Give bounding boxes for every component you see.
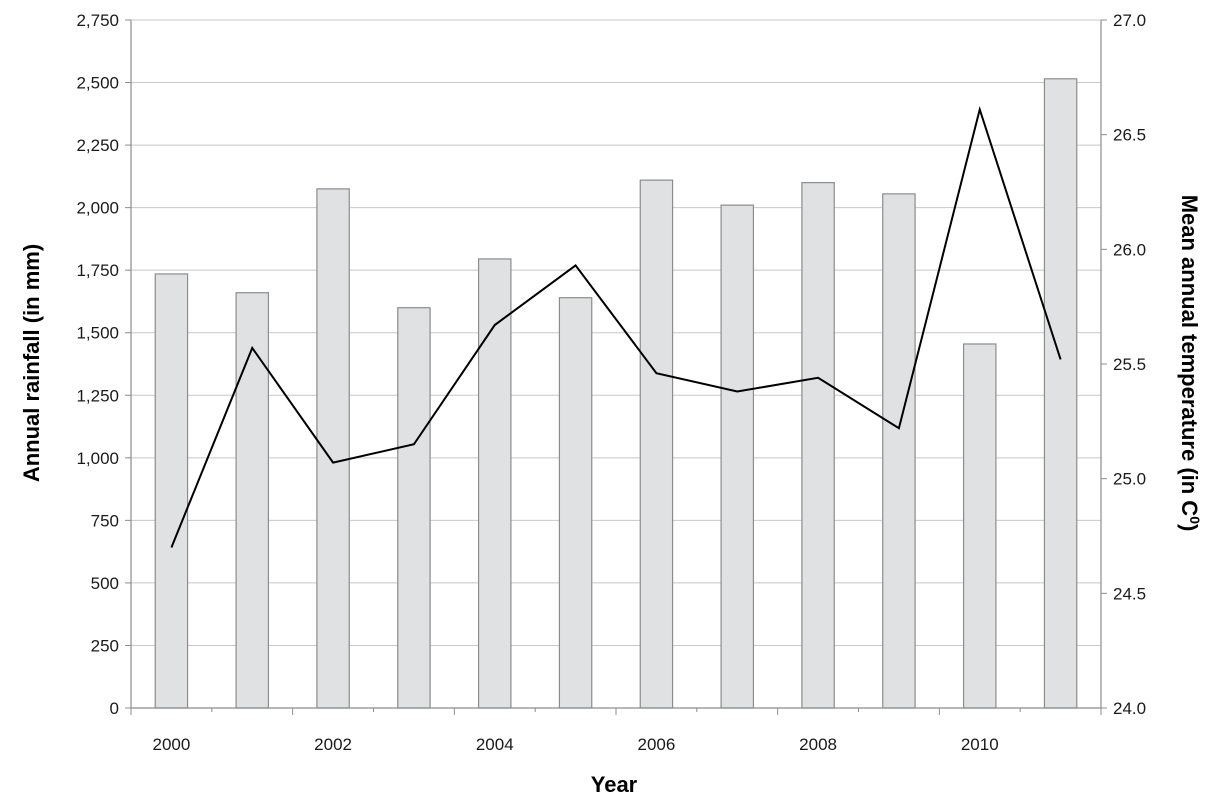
bar-2005: [558, 297, 593, 709]
bar-2000: [154, 273, 189, 709]
right-axis-tick-labels: 24.0 24.5 25.0 25.5 26.0 26.5 27.0: [1113, 11, 1146, 718]
bar-2011: [1043, 78, 1078, 709]
right-axis-title-main: Mean annual temperature (in C: [1177, 195, 1202, 517]
left-axis-title: Annual rainfall (in mm): [19, 244, 44, 482]
left-axis-tick-label: 250: [91, 636, 119, 655]
right-axis-tick-label: 26.5: [1113, 126, 1146, 145]
right-axis-tick-label: 26.0: [1113, 240, 1146, 259]
left-axis-tick-label: 750: [91, 511, 119, 530]
left-axis-tick-label: 2,000: [76, 199, 119, 218]
x-axis-tick-label: 2002: [314, 735, 352, 754]
x-axis-tick-label: 2004: [476, 735, 514, 754]
bar-2003: [397, 307, 431, 709]
bar-2006: [639, 179, 674, 709]
left-axis-tick-label: 500: [91, 574, 119, 593]
bar-2002: [316, 188, 350, 709]
left-axis-tick-label: 1,500: [76, 324, 119, 343]
x-axis-tick-labels: 2000 2002 2004 2006 2008 2010: [153, 735, 999, 754]
x-axis-tick-label: 2008: [799, 735, 837, 754]
temperature-line-group: [170, 105, 1062, 548]
right-axis-tick-label: 24.0: [1113, 699, 1146, 718]
axes: [125, 19, 1107, 715]
bar-2009: [882, 193, 916, 709]
x-axis-tick-label: 2010: [961, 735, 999, 754]
right-axis-tick-label: 27.0: [1113, 11, 1146, 30]
bar-2007: [720, 204, 755, 709]
x-axis-title: Year: [591, 772, 638, 797]
right-axis-title-close: ): [1177, 524, 1202, 531]
rainfall-bars: [154, 78, 1078, 709]
bar-2008: [801, 182, 835, 709]
bar-2010: [962, 343, 997, 709]
right-axis-title-superscript: 0: [1187, 516, 1203, 524]
left-axis-tick-label: 0: [110, 699, 119, 718]
gridlines: [131, 19, 1101, 646]
right-axis-tick-label: 25.0: [1113, 470, 1146, 489]
right-axis-tick-label: 24.5: [1113, 584, 1146, 603]
temperature-line: [170, 105, 1062, 548]
left-axis-tick-label: 1,750: [76, 261, 119, 280]
x-axis-tick-label: 2000: [153, 735, 191, 754]
left-axis-tick-labels: 0 250 500 750 1,000 1,250 1,500 1,750 2,000 2,250…: [76, 11, 119, 718]
bar-2001: [235, 292, 270, 709]
x-axis-tick-label: 2006: [638, 735, 676, 754]
left-axis-tick-label: 2,750: [76, 11, 119, 30]
left-axis-tick-label: 2,250: [76, 136, 119, 155]
left-axis-tick-label: 2,500: [76, 74, 119, 93]
left-axis-tick-label: 1,250: [76, 386, 119, 405]
right-axis-title: Mean annual temperature (in C0): [1177, 195, 1203, 532]
left-axis-tick-label: 1,000: [76, 449, 119, 468]
right-axis-tick-label: 25.5: [1113, 355, 1146, 374]
bar-2004: [477, 258, 512, 709]
